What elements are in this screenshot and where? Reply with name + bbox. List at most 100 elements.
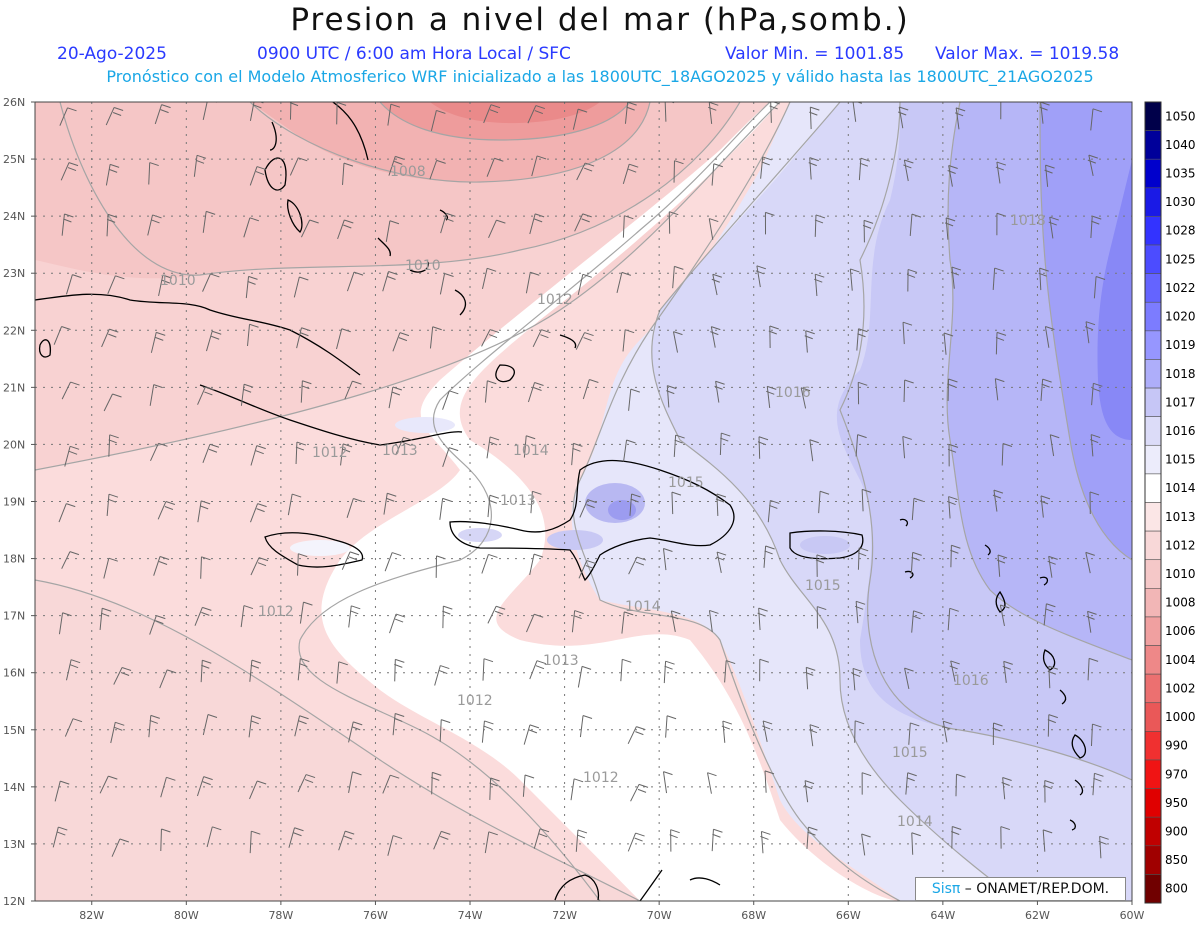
colorbar-swatch (1144, 673, 1162, 704)
colorbar-swatch (1144, 502, 1162, 532)
isobar-lines (35, 102, 1132, 901)
latitude-label: 15N (3, 724, 25, 737)
colorbar-label: 1004 (1165, 653, 1196, 667)
isobar-label: 1013 (500, 493, 536, 509)
pressure-field (35, 102, 1132, 901)
latitude-label: 13N (3, 838, 25, 851)
colorbar-swatch (1144, 702, 1162, 732)
longitude-label: 62W (1025, 909, 1050, 922)
colorbar-swatch (1144, 359, 1162, 389)
colorbar-swatch (1144, 816, 1162, 847)
longitude-label: 72W (552, 909, 577, 922)
isobar-label: 1012 (312, 445, 348, 461)
colorbar-swatch (1144, 158, 1162, 189)
isobar-label: 1010 (160, 273, 196, 289)
colorbar-label: 1010 (1165, 567, 1196, 581)
latitude-label: 14N (3, 781, 25, 794)
colorbar-label: 1002 (1165, 681, 1196, 695)
isobar-label: 1014 (897, 814, 933, 830)
colorbar-label: 1030 (1165, 195, 1196, 209)
colorbar-swatch (1144, 244, 1162, 274)
colorbar-label: 1008 (1165, 596, 1196, 610)
colorbar-label: 1028 (1165, 224, 1196, 238)
colorbar-label: 1016 (1165, 424, 1196, 438)
credit-text: – ONAMET/REP.DOM. (960, 881, 1110, 897)
colorbar-label: 1035 (1165, 167, 1196, 181)
colorbar-label: 1018 (1165, 367, 1196, 381)
colorbar-swatch (1144, 473, 1162, 503)
lat-lon-grid (35, 102, 1132, 901)
latitude-label: 22N (3, 324, 25, 337)
model-info: Pronóstico con el Modelo Atmosferico WRF… (106, 67, 1094, 86)
colorbar-label: 1012 (1165, 538, 1196, 552)
latitude-label: 26N (3, 96, 25, 109)
colorbar-label: 850 (1165, 853, 1188, 867)
isobar-label: 1016 (953, 673, 989, 689)
coastlines (35, 102, 1087, 901)
latitude-label: 24N (3, 210, 25, 223)
isobar-label: 1008 (390, 164, 426, 180)
longitude-label: 68W (741, 909, 766, 922)
colorbar-swatch (1144, 187, 1162, 217)
credit-box: Sisπ – ONAMET/REP.DOM. (915, 877, 1126, 901)
longitude-label: 70W (647, 909, 672, 922)
isobar-label: 1015 (892, 745, 928, 761)
latitude-label: 20N (3, 438, 25, 451)
colorbar-swatch (1144, 330, 1162, 360)
forecast-date: 20-Ago-2025 (57, 44, 167, 64)
colorbar-label: 900 (1165, 824, 1188, 838)
isobar-label: 1010 (405, 258, 441, 274)
latitude-label: 19N (3, 496, 25, 509)
colorbar-swatch (1144, 387, 1162, 417)
colorbar-label: 1040 (1165, 138, 1196, 152)
map-title: Presion a nivel del mar (hPa,somb.) (290, 2, 910, 38)
colorbar-label: 1014 (1165, 481, 1196, 495)
longitude-label: 64W (930, 909, 955, 922)
latitude-label: 12N (3, 895, 25, 908)
latitude-label: 17N (3, 610, 25, 623)
max-value: Valor Max. = 1019.58 (935, 44, 1120, 64)
colorbar-swatch (1144, 559, 1162, 589)
isobar-label: 1016 (775, 385, 811, 401)
colorbar-label: 1015 (1165, 453, 1196, 467)
colorbar-swatch (1144, 845, 1162, 875)
longitude-label: 74W (458, 909, 483, 922)
colorbar-swatch (1144, 301, 1162, 332)
colorbar-swatch (1144, 759, 1162, 789)
colorbar-swatch (1144, 216, 1162, 246)
longitude-label: 60W (1120, 909, 1145, 922)
colorbar-swatch (1144, 130, 1162, 160)
longitude-label: 82W (79, 909, 104, 922)
min-value: Valor Min. = 1001.85 (725, 44, 905, 64)
isobar-label: 1014 (625, 599, 661, 615)
latitude-label: 23N (3, 267, 25, 280)
colorbar-swatch (1144, 588, 1162, 618)
isobar-label: 1012 (457, 693, 493, 709)
latitude-label: 25N (3, 153, 25, 166)
isobar-label: 1013 (382, 443, 418, 459)
latitude-label: 21N (3, 381, 25, 394)
forecast-time: 0900 UTC / 6:00 am Hora Local / SFC (257, 44, 571, 64)
isobar-label: 1018 (1010, 213, 1046, 229)
colorbar-label: 1050 (1165, 109, 1196, 123)
longitude-label: 76W (363, 909, 388, 922)
colorbar-swatch (1144, 273, 1162, 303)
colorbar-label: 970 (1165, 767, 1188, 781)
colorbar-swatch (1144, 874, 1162, 904)
colorbar-label: 990 (1165, 739, 1188, 753)
colorbar-label: 800 (1165, 882, 1188, 896)
colorbar-swatch (1144, 101, 1162, 131)
longitude-label: 80W (174, 909, 199, 922)
colorbar-label: 1013 (1165, 510, 1196, 524)
colorbar-label: 950 (1165, 796, 1188, 810)
colorbar-swatch (1144, 788, 1162, 818)
colorbar-swatch (1144, 444, 1162, 475)
colorbar-swatch (1144, 645, 1162, 675)
longitude-label: 66W (836, 909, 861, 922)
isobar-label: 1012 (258, 604, 294, 620)
isobar-labels: 1008 1010 1010 1012 1018 1016 1012 1013 1014 1013… (160, 164, 1046, 830)
colorbar-label: 1019 (1165, 338, 1196, 352)
isobar-label: 1014 (513, 443, 549, 459)
isobar-label: 1015 (668, 475, 704, 491)
